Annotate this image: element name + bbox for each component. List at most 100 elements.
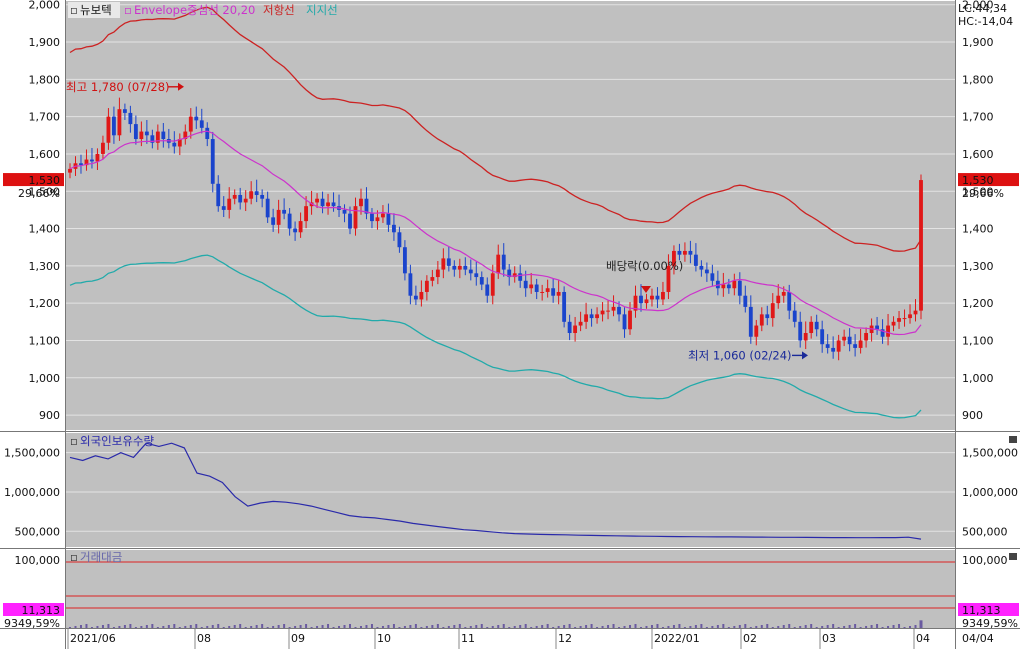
- amount-bar: [261, 624, 264, 628]
- foreign-title-marker: ▫: [70, 434, 78, 448]
- candle-body: [875, 325, 879, 330]
- amount-bar: [195, 624, 198, 628]
- candle-body: [622, 314, 627, 330]
- amount-badge-right: [958, 603, 1019, 616]
- candle-body: [831, 347, 836, 352]
- amount-bar: [403, 626, 406, 628]
- candle-body: [661, 291, 665, 300]
- amount-bar: [431, 625, 434, 628]
- amount-bar: [722, 624, 725, 628]
- candle-body: [386, 213, 391, 225]
- amount-bar: [832, 624, 835, 628]
- amount-bar: [497, 625, 500, 628]
- low-arrow-head: [802, 351, 808, 360]
- amount-bar: [332, 627, 335, 628]
- amount-bar: [683, 627, 686, 628]
- candle-body: [122, 109, 127, 113]
- price-tick-right: 1,100: [962, 334, 994, 347]
- candle-body: [628, 310, 632, 330]
- amount-bar: [535, 626, 538, 628]
- candle-body: [908, 314, 912, 319]
- price-tick-left: 1,600: [29, 148, 61, 161]
- amount-bar: [909, 626, 912, 628]
- price-tick-right: 1,500: [962, 185, 994, 198]
- x-tick-label: 04: [916, 632, 930, 645]
- candle-body: [216, 183, 221, 207]
- amount-bar: [826, 625, 829, 628]
- candle-body: [452, 265, 457, 270]
- amount-bar: [255, 625, 258, 628]
- candle-body: [150, 135, 155, 143]
- x-tick-label: 08: [197, 632, 211, 645]
- amount-bar: [898, 624, 901, 628]
- amount-value-left: 11,313: [22, 604, 61, 617]
- x-tick-label: 10: [377, 632, 391, 645]
- amount-bar: [585, 625, 588, 628]
- price-tick-right: 1,900: [962, 36, 994, 49]
- price-tick-left: 1,900: [29, 36, 61, 49]
- candle-body: [172, 142, 177, 147]
- resistance-line: [69, 6, 922, 252]
- amount-bar: [288, 627, 291, 628]
- amount-bar: [766, 624, 769, 628]
- amount-bar: [727, 627, 730, 628]
- foreign-panel-close-icon[interactable]: [1009, 436, 1017, 443]
- candle-body: [490, 273, 495, 296]
- candle-body: [919, 180, 923, 311]
- price-tick-left: 1,300: [29, 260, 61, 273]
- candle-body: [501, 254, 506, 270]
- candle-body: [155, 131, 160, 143]
- candle-body: [276, 209, 281, 225]
- candle-body: [606, 310, 610, 312]
- amount-bar: [634, 624, 637, 628]
- amount-bar: [321, 625, 324, 628]
- candle-body: [183, 131, 188, 140]
- candle-body: [507, 269, 512, 278]
- amount-bar: [519, 625, 522, 628]
- amount-bar: [546, 624, 549, 628]
- axis-labels: 2,000 2,000 1,900 1,900 1,800 1,800 1,700 1,700…: [4, 0, 1018, 649]
- amount-bar: [799, 626, 802, 628]
- current-price-right: 1,530: [962, 174, 994, 187]
- current-pct-right: 29,66%: [962, 187, 1004, 200]
- candle-body: [243, 198, 248, 203]
- candle-body: [732, 280, 737, 289]
- amount-bar: [821, 626, 824, 628]
- amount-bar: [574, 627, 577, 628]
- candle-body: [748, 306, 753, 337]
- amount-bar: [530, 627, 533, 628]
- amount-bar: [349, 624, 352, 628]
- candle-body: [562, 291, 567, 322]
- candle-body: [836, 340, 841, 352]
- amount-bar: [316, 626, 319, 628]
- envelope-center-line: [69, 130, 922, 336]
- amount-bar: [96, 626, 99, 628]
- amount-bar: [491, 626, 494, 628]
- candle-body: [221, 206, 226, 210]
- amount-bar: [189, 625, 192, 628]
- price-panel[interactable]: [66, 1, 955, 430]
- trading-amount-panel[interactable]: [66, 550, 955, 628]
- candle-body: [759, 314, 764, 326]
- candle-body: [529, 284, 534, 289]
- amount-bar: [409, 625, 412, 628]
- candle-body: [457, 265, 462, 270]
- price-tick-left: 900: [39, 409, 60, 422]
- amount-bar: [310, 627, 313, 628]
- candle-body: [95, 153, 100, 162]
- candle-body: [897, 318, 901, 322]
- candle-body: [798, 321, 803, 341]
- amount-bar: [184, 626, 187, 628]
- candle-body: [353, 206, 358, 229]
- foreign-tick-right: 1,000,000: [962, 486, 1018, 499]
- amount-bar: [568, 624, 571, 628]
- foreign-holding-panel[interactable]: [66, 433, 955, 547]
- candle-body: [820, 329, 825, 345]
- amount-bar: [327, 624, 330, 628]
- amount-bar: [447, 626, 450, 628]
- amount-bar: [151, 624, 154, 628]
- candle-body: [595, 314, 599, 319]
- candle-body: [424, 280, 429, 292]
- amount-panel-close-icon[interactable]: [1009, 553, 1017, 560]
- amount-bar: [667, 626, 670, 628]
